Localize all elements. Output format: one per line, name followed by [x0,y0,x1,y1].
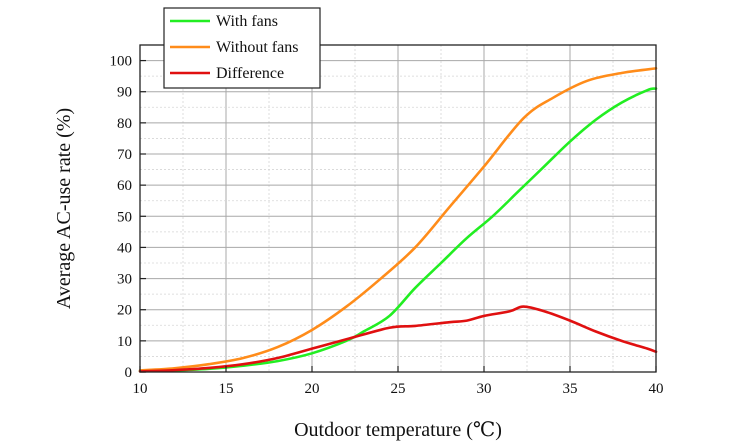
x-tick-label: 25 [391,381,406,397]
x-tick-label: 40 [649,381,664,397]
grid [139,44,657,373]
y-tick-label: 80 [117,116,132,132]
tick-marks [139,59,657,373]
series-line-1 [138,87,658,373]
legend-label: With fans [216,13,278,30]
series-line-2 [138,67,658,372]
y-tick-label: 90 [117,85,132,101]
y-tick-label: 100 [110,54,133,70]
y-tick-label: 50 [117,209,132,225]
y-tick-label: 30 [117,272,132,288]
y-tick-label: 70 [117,147,132,163]
x-tick-label: 20 [305,381,320,397]
x-axis-title: Outdoor temperature (℃) [294,419,502,441]
y-axis-title: Average AC-use rate (%) [53,108,75,309]
legend: With fans Without fans Difference [163,7,321,89]
x-tick-label: 10 [133,381,148,397]
y-tick-label: 20 [117,303,132,319]
y-tick-label: 60 [117,178,132,194]
x-tick-label: 15 [219,381,234,397]
x-tick-label: 35 [563,381,578,397]
series-lines [138,67,658,373]
y-tick-label: 40 [117,240,132,256]
series-line-3 [138,305,658,373]
y-tick-label: 0 [125,365,133,381]
x-tick-label: 30 [477,381,492,397]
legend-label: Without fans [216,39,298,56]
legend-label: Difference [216,65,284,82]
y-tick-label: 10 [117,334,132,350]
